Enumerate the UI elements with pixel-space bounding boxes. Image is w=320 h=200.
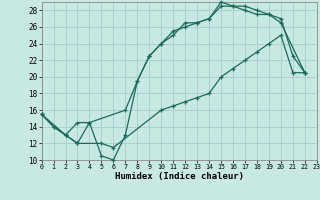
X-axis label: Humidex (Indice chaleur): Humidex (Indice chaleur) — [115, 172, 244, 181]
